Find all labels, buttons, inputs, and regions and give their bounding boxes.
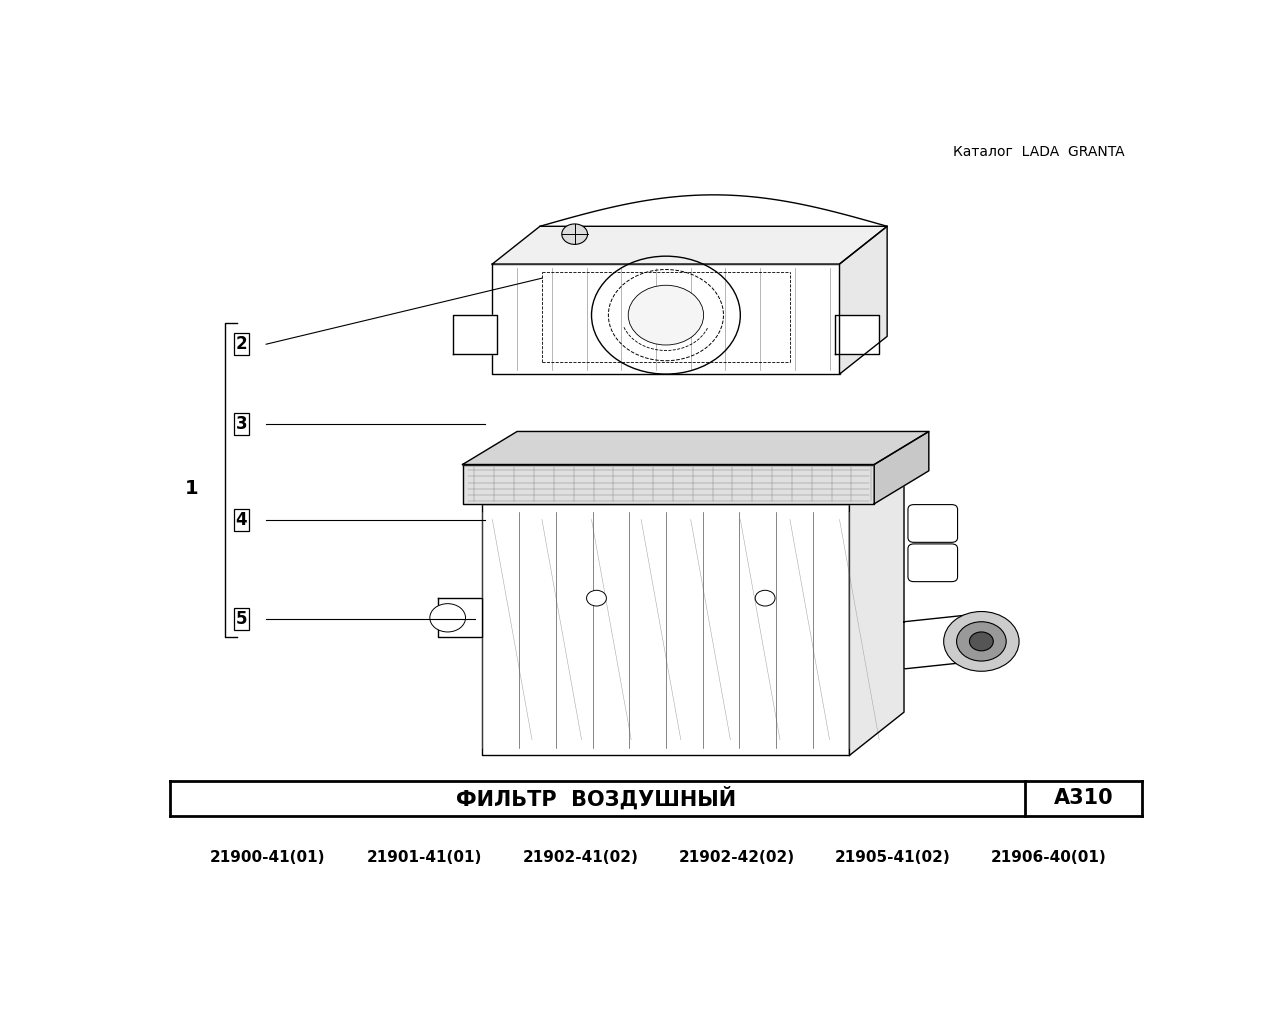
- Polygon shape: [462, 432, 929, 465]
- Text: A310: A310: [1053, 788, 1114, 809]
- Text: 21900-41(01): 21900-41(01): [210, 850, 325, 865]
- Text: 21905-41(02): 21905-41(02): [835, 850, 951, 865]
- Polygon shape: [874, 432, 929, 503]
- Polygon shape: [835, 315, 879, 354]
- Circle shape: [543, 459, 561, 474]
- Polygon shape: [840, 227, 887, 374]
- Circle shape: [781, 459, 799, 474]
- Circle shape: [943, 612, 1019, 671]
- Text: 1: 1: [184, 479, 198, 497]
- Polygon shape: [493, 227, 887, 264]
- FancyBboxPatch shape: [908, 504, 957, 542]
- Text: 4: 4: [236, 510, 247, 529]
- Text: 21902-42(02): 21902-42(02): [678, 850, 795, 865]
- Text: 21906-40(01): 21906-40(01): [991, 850, 1107, 865]
- Text: 21901-41(01): 21901-41(01): [366, 850, 481, 865]
- Polygon shape: [850, 460, 904, 756]
- Polygon shape: [453, 315, 498, 354]
- Text: 21902-41(02): 21902-41(02): [522, 850, 639, 865]
- Circle shape: [586, 590, 607, 606]
- Text: Каталог  LADA  GRANTA: Каталог LADA GRANTA: [952, 145, 1124, 158]
- FancyBboxPatch shape: [908, 544, 957, 582]
- Circle shape: [969, 632, 993, 650]
- Polygon shape: [483, 460, 904, 503]
- Polygon shape: [493, 264, 840, 374]
- Text: ФИЛЬТР  ВОЗДУШНЫЙ: ФИЛЬТР ВОЗДУШНЫЙ: [457, 786, 736, 810]
- Circle shape: [628, 285, 704, 345]
- Text: 3: 3: [236, 415, 247, 433]
- Polygon shape: [483, 503, 850, 756]
- Circle shape: [956, 622, 1006, 661]
- Text: 5: 5: [236, 611, 247, 628]
- Circle shape: [562, 224, 588, 244]
- Circle shape: [755, 590, 776, 606]
- Circle shape: [430, 603, 466, 632]
- Text: 2: 2: [236, 335, 247, 353]
- Polygon shape: [462, 465, 874, 503]
- Polygon shape: [904, 614, 978, 669]
- Circle shape: [701, 459, 719, 474]
- Polygon shape: [438, 598, 483, 637]
